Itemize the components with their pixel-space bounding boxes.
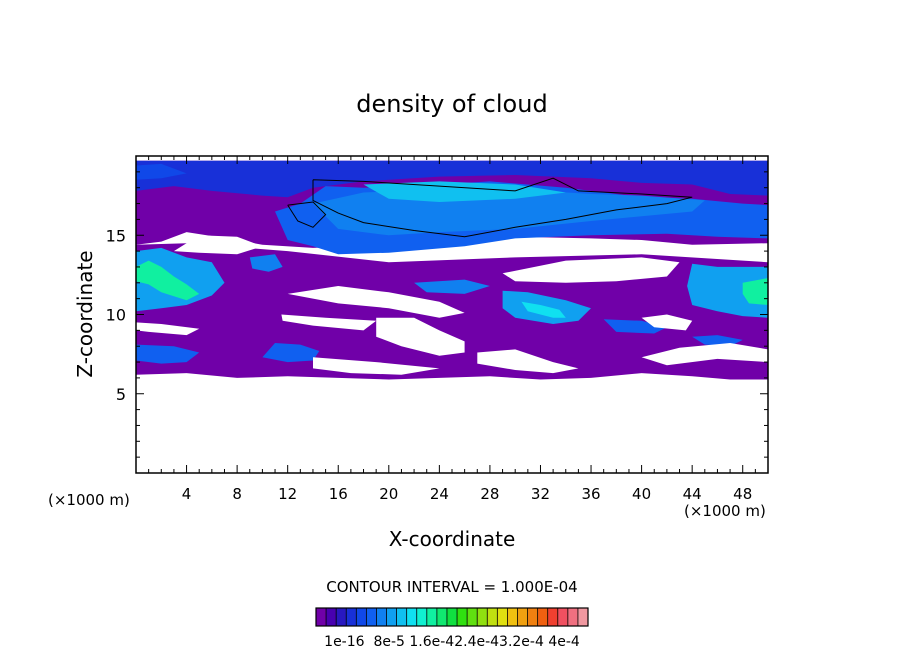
colorbar-swatch-22 — [537, 608, 549, 626]
y-axis: 5 10 15 — [106, 171, 768, 458]
colorbar-swatch-4 — [356, 608, 367, 626]
contour-line-0 — [312, 177, 693, 238]
density-region-7 — [136, 247, 225, 312]
clear-region-4 — [281, 314, 377, 331]
density-region-3 — [136, 163, 187, 180]
plot-area — [136, 160, 768, 380]
x-unit-right: (×1000 m) — [684, 502, 766, 520]
clear-region-7 — [313, 357, 440, 375]
y-axis-label: Z-coordinate — [73, 250, 97, 377]
colorbar-swatch-10 — [416, 608, 428, 626]
colorbar-swatch-26 — [577, 608, 589, 626]
colorbar-swatch-8 — [396, 608, 408, 626]
chart-title: density of cloud — [356, 90, 547, 118]
density-region-6 — [363, 181, 566, 202]
y-tick-label: 10 — [106, 306, 126, 325]
colorbar-swatch-14 — [457, 608, 468, 626]
colorbar-swatch-24 — [557, 608, 569, 626]
density-region-5 — [313, 189, 705, 236]
colorbar-swatch-2 — [336, 608, 347, 626]
x-tick-label: 32 — [531, 485, 550, 503]
x-unit-left: (×1000 m) — [48, 491, 130, 509]
density-region-15 — [136, 344, 200, 364]
colorbar-swatch-17 — [487, 608, 498, 626]
colorbar-swatch-20 — [517, 608, 528, 626]
x-axis-label: X-coordinate — [389, 527, 516, 551]
x-tick-label: 48 — [733, 485, 752, 503]
colorbar-swatch-5 — [366, 608, 377, 626]
y-tick-label: 15 — [106, 226, 126, 245]
colorbar-swatch-23 — [547, 608, 559, 626]
clear-region-3 — [502, 257, 680, 283]
y-tick-label: 5 — [116, 385, 126, 404]
clear-region-0 — [173, 235, 263, 255]
colorbar-swatch-18 — [497, 608, 508, 626]
x-tick-label: 12 — [278, 485, 297, 503]
clear-region-9 — [136, 322, 200, 336]
colorbar-swatch-11 — [426, 608, 438, 626]
x-tick-label: 40 — [632, 485, 651, 503]
colorbar-swatch-21 — [527, 608, 539, 626]
colorbar-swatch-13 — [446, 608, 458, 626]
clear-region-6 — [641, 343, 768, 366]
density-region-8 — [136, 260, 200, 301]
contour-layer — [287, 177, 693, 238]
x-tick-label: 28 — [480, 485, 499, 503]
density-region-9 — [687, 263, 768, 318]
x-tick-label: 16 — [329, 485, 348, 503]
colorbar-swatch-12 — [436, 608, 448, 626]
colorbar — [316, 608, 589, 626]
clear-region-2 — [376, 317, 465, 356]
colorbar-swatch-1 — [326, 608, 337, 626]
x-tick-label: 36 — [581, 485, 600, 503]
colorbar-swatch-6 — [376, 608, 387, 626]
colorbar-swatch-7 — [386, 608, 397, 626]
x-axis: 4 8 12 16 20 24 28 32 36 40 44 48 — [148, 156, 756, 503]
hole-layer — [136, 235, 768, 375]
colorbar-swatch-3 — [346, 608, 357, 626]
colorbar-swatch-0 — [316, 608, 327, 626]
colorbar-swatch-15 — [467, 608, 478, 626]
colorbar-frame — [315, 607, 589, 627]
density-region-12 — [521, 301, 566, 318]
x-tick-label: 4 — [182, 485, 192, 503]
clear-region-8 — [477, 349, 579, 374]
clear-region-1 — [287, 286, 465, 318]
x-tick-label: 24 — [430, 485, 449, 503]
density-region-18 — [249, 254, 283, 272]
x-tick-label: 44 — [683, 485, 702, 503]
contour-line-1 — [287, 201, 327, 228]
density-region-10 — [742, 278, 768, 305]
density-region-14 — [262, 343, 320, 363]
density-region-2 — [136, 160, 768, 198]
colorbar-swatch-16 — [477, 608, 488, 626]
clear-region-5 — [641, 314, 693, 331]
contour-interval-text: CONTOUR INTERVAL = 1.000E-04 — [326, 578, 577, 596]
colorbar-swatch-19 — [507, 608, 518, 626]
colorbar-swatch-25 — [567, 608, 579, 626]
x-tick-label: 8 — [232, 485, 242, 503]
density-region-16 — [603, 319, 667, 334]
density-region-13 — [414, 279, 490, 294]
x-tick-label: 20 — [379, 485, 398, 503]
colorbar-swatch-9 — [406, 608, 418, 626]
colorbar-labels: 1e-16 8e-5 1.6e-42.4e-43.2e-4 4e-4 — [324, 634, 580, 650]
